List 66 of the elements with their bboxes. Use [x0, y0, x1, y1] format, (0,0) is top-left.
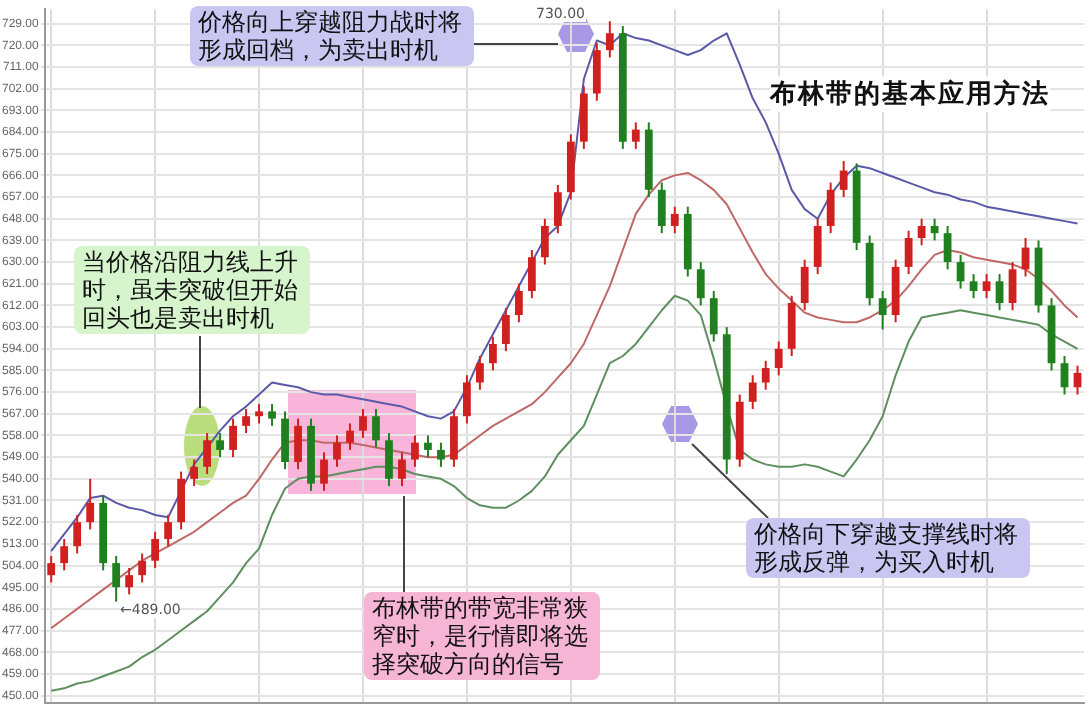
candlestick: [501, 306, 510, 353]
candlestick: [813, 217, 822, 276]
candlestick: [514, 282, 523, 324]
candlestick: [540, 217, 549, 266]
candlestick: [203, 432, 211, 476]
candlestick: [47, 554, 56, 584]
candlestick: [917, 217, 926, 247]
candlestick: [385, 432, 393, 488]
candlestick: [294, 417, 302, 471]
candlestick: [527, 249, 536, 300]
candlestick: [255, 403, 263, 425]
candlestick: [670, 205, 679, 235]
candlestick: [411, 434, 419, 468]
candlestick: [229, 417, 237, 459]
candlestick: [164, 513, 173, 548]
candlestick: [346, 422, 354, 451]
candlestick: [60, 538, 69, 572]
candlestick: [398, 451, 406, 488]
candlestick: [138, 552, 147, 584]
candlestick: [125, 566, 134, 596]
candlestick: [982, 273, 991, 300]
candlestick: [268, 403, 276, 427]
candlestick: [787, 294, 796, 357]
candlestick: [631, 121, 640, 150]
candlestick: [969, 273, 978, 300]
candlestick: [943, 224, 952, 271]
candlestick: [1008, 261, 1017, 312]
candlestick: [333, 434, 341, 468]
candlestick: [476, 355, 484, 391]
annotation: 价格向上穿越阻力战时将形成回档，为卖出时机: [190, 6, 474, 66]
candlestick: [437, 441, 445, 468]
candlestick: [281, 410, 289, 471]
candlestick: [216, 432, 224, 459]
candlestick: [190, 458, 198, 488]
candlestick: [450, 407, 458, 468]
candlestick: [359, 407, 367, 439]
candlestick: [489, 335, 497, 372]
annotation: 价格向下穿越支撑线时将形成反弹，为买入时机: [746, 518, 1030, 578]
text: 布林带的基本应用方法: [770, 76, 1050, 112]
candlestick: [463, 374, 471, 425]
candlestick: [424, 434, 432, 459]
candlestick: [904, 229, 913, 276]
candlestick: [177, 470, 186, 531]
candlestick: [320, 451, 328, 492]
candlestick: [748, 374, 757, 410]
candlestick: [878, 289, 887, 331]
candlestick: [696, 261, 705, 307]
candlestick: [657, 181, 666, 235]
candlestick: [553, 184, 562, 235]
candlestick: [592, 41, 601, 102]
candlestick: [761, 359, 770, 391]
candlestick: [826, 181, 835, 235]
candlestick: [73, 513, 82, 555]
annotation: 当价格沿阻力线上升时，虽未突破但开始回头也是卖出时机: [74, 246, 310, 334]
annotation: 布林带的带宽非常狭窄时，是行情即将选择突破方向的信号: [364, 592, 600, 680]
candlestick: [86, 477, 95, 531]
candlestick: [995, 273, 1004, 312]
candlestick: [709, 289, 718, 343]
candlestick: [372, 407, 380, 449]
candlestick: [774, 340, 783, 377]
candlestick: [242, 407, 250, 435]
candlestick: [151, 530, 160, 569]
candlestick: [839, 159, 848, 199]
candlestick: [800, 258, 809, 312]
candlestick: [112, 554, 121, 603]
candlestick: [605, 20, 614, 59]
